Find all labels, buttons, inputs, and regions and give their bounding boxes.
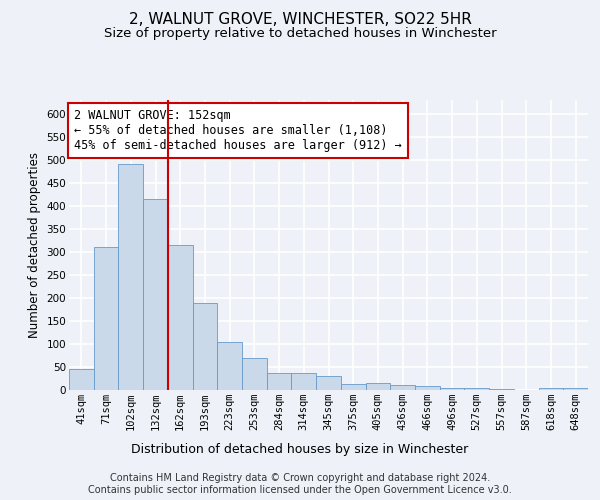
Bar [267, 373, 292, 390]
Bar [539, 388, 563, 390]
Bar [217, 342, 242, 390]
Bar [341, 384, 365, 390]
Y-axis label: Number of detached properties: Number of detached properties [28, 152, 41, 338]
Bar [118, 164, 143, 390]
Bar [94, 248, 118, 390]
Text: Contains HM Land Registry data © Crown copyright and database right 2024.
Contai: Contains HM Land Registry data © Crown c… [88, 474, 512, 495]
Bar [242, 358, 267, 390]
Text: Size of property relative to detached houses in Winchester: Size of property relative to detached ho… [104, 28, 496, 40]
Bar [464, 388, 489, 390]
Bar [316, 376, 341, 390]
Bar [489, 389, 514, 390]
Text: 2 WALNUT GROVE: 152sqm
← 55% of detached houses are smaller (1,108)
45% of semi-: 2 WALNUT GROVE: 152sqm ← 55% of detached… [74, 108, 402, 152]
Text: Distribution of detached houses by size in Winchester: Distribution of detached houses by size … [131, 442, 469, 456]
Bar [390, 386, 415, 390]
Bar [415, 386, 440, 390]
Bar [365, 383, 390, 390]
Bar [440, 388, 464, 390]
Bar [143, 199, 168, 390]
Bar [193, 302, 217, 390]
Bar [69, 369, 94, 390]
Bar [292, 372, 316, 390]
Bar [563, 388, 588, 390]
Bar [168, 245, 193, 390]
Text: 2, WALNUT GROVE, WINCHESTER, SO22 5HR: 2, WALNUT GROVE, WINCHESTER, SO22 5HR [128, 12, 472, 28]
